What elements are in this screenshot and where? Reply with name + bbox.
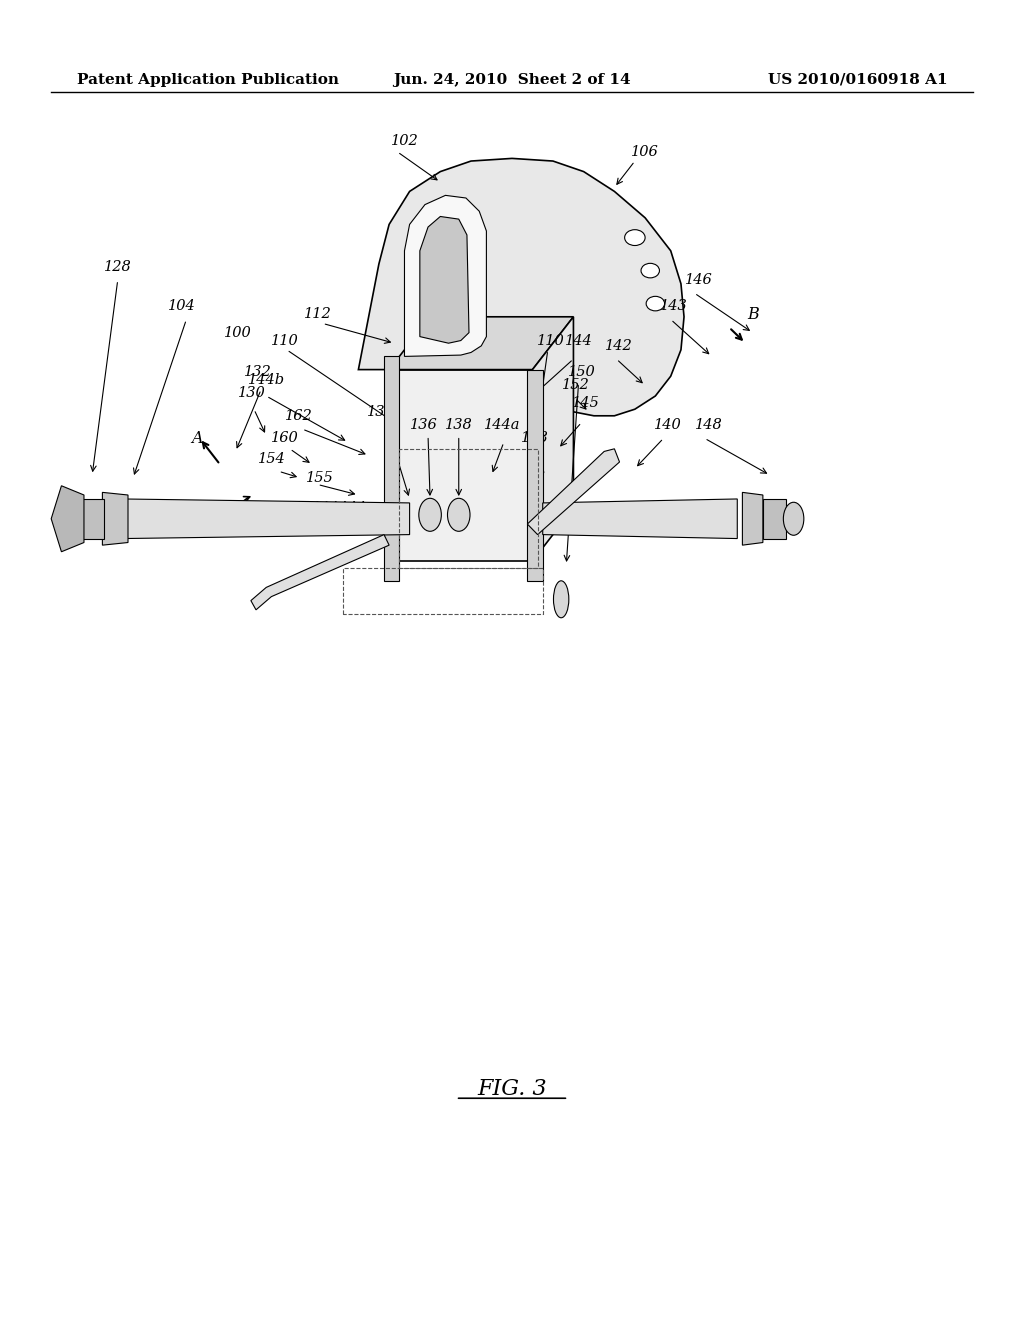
Text: 145: 145 (571, 396, 600, 409)
Polygon shape (389, 317, 573, 370)
Ellipse shape (641, 263, 659, 277)
Text: 144: 144 (564, 334, 593, 347)
Ellipse shape (419, 499, 441, 532)
Text: US 2010/0160918 A1: US 2010/0160918 A1 (768, 73, 947, 87)
Text: 144a: 144a (483, 418, 520, 432)
Text: 104: 104 (168, 300, 197, 313)
Text: 112: 112 (303, 308, 332, 321)
Text: 108: 108 (520, 432, 549, 445)
Text: 140: 140 (653, 418, 682, 432)
Text: 132: 132 (244, 366, 272, 379)
Text: 106: 106 (631, 145, 659, 158)
Polygon shape (384, 356, 399, 581)
Text: 136: 136 (410, 418, 438, 432)
Text: 102: 102 (390, 135, 419, 148)
Text: FIG. 3: FIG. 3 (477, 1078, 547, 1100)
Polygon shape (123, 499, 410, 539)
Text: Jun. 24, 2010  Sheet 2 of 14: Jun. 24, 2010 Sheet 2 of 14 (393, 73, 631, 87)
Text: 110: 110 (537, 334, 565, 347)
Text: A: A (190, 430, 203, 446)
Polygon shape (420, 216, 469, 343)
Polygon shape (82, 499, 104, 539)
Text: 110: 110 (270, 334, 299, 347)
Text: 155: 155 (305, 471, 334, 484)
Text: 143: 143 (659, 300, 688, 313)
Polygon shape (102, 492, 128, 545)
Polygon shape (532, 317, 573, 561)
Text: 128: 128 (103, 260, 132, 273)
Polygon shape (251, 535, 389, 610)
Polygon shape (51, 486, 84, 552)
Text: 152: 152 (561, 379, 590, 392)
Polygon shape (404, 195, 486, 356)
Ellipse shape (447, 499, 470, 532)
Text: 148: 148 (694, 418, 723, 432)
Text: 134: 134 (367, 405, 395, 418)
Ellipse shape (554, 581, 569, 618)
Text: Patent Application Publication: Patent Application Publication (77, 73, 339, 87)
Text: 130: 130 (238, 387, 266, 400)
Text: 154: 154 (257, 453, 286, 466)
Text: 146: 146 (684, 273, 713, 286)
Text: 142: 142 (604, 339, 633, 352)
Polygon shape (389, 370, 532, 561)
Polygon shape (527, 370, 543, 581)
Ellipse shape (646, 297, 665, 312)
Text: 150: 150 (567, 366, 596, 379)
Polygon shape (358, 158, 684, 416)
Polygon shape (763, 499, 786, 539)
Text: 138: 138 (444, 418, 473, 432)
Text: 144b: 144b (248, 374, 285, 387)
Ellipse shape (625, 230, 645, 246)
Polygon shape (742, 492, 763, 545)
Polygon shape (543, 499, 737, 539)
Text: 160: 160 (270, 432, 299, 445)
Text: 162: 162 (285, 409, 313, 422)
Ellipse shape (783, 502, 804, 536)
Text: B: B (746, 306, 759, 322)
Polygon shape (527, 449, 620, 535)
Text: 100: 100 (223, 326, 252, 339)
